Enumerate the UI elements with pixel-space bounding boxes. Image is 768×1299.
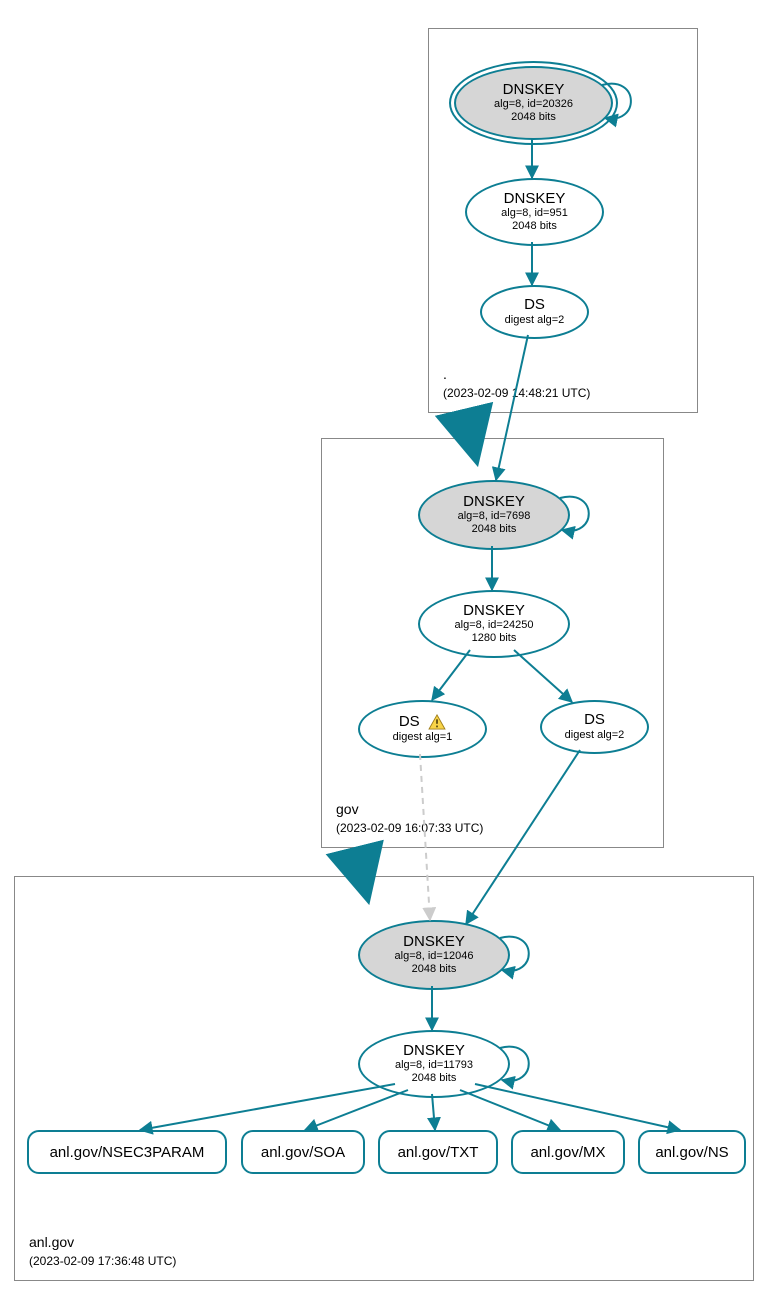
zone-gov-label: gov <box>336 801 359 817</box>
zone-root-label: . <box>443 366 447 382</box>
node-gov-ds2: DS digest alg=2 <box>540 700 649 754</box>
node-anl-ksk: DNSKEY alg=8, id=12046 2048 bits <box>358 920 510 990</box>
node-sub: alg=8, id=11793 <box>395 1059 473 1072</box>
node-sub: alg=8, id=951 <box>501 207 568 220</box>
node-sub: 2048 bits <box>412 1072 457 1085</box>
node-gov-ds1: DS digest alg=1 <box>358 700 487 758</box>
node-title: DS <box>584 712 605 729</box>
node-sub: digest alg=2 <box>505 314 565 327</box>
zone-anl-label: anl.gov <box>29 1234 74 1250</box>
node-root-zsk: DNSKEY alg=8, id=951 2048 bits <box>465 178 604 246</box>
node-sub: alg=8, id=12046 <box>395 950 474 963</box>
node-root-ds: DS digest alg=2 <box>480 285 589 339</box>
node-anl-zsk: DNSKEY alg=8, id=11793 2048 bits <box>358 1030 510 1098</box>
record-soa: anl.gov/SOA <box>241 1130 365 1174</box>
record-label: anl.gov/NS <box>655 1144 728 1161</box>
node-title: DNSKEY <box>503 82 565 99</box>
record-label: anl.gov/NSEC3PARAM <box>50 1144 205 1161</box>
node-title: DNSKEY <box>463 603 525 620</box>
record-mx: anl.gov/MX <box>511 1130 625 1174</box>
node-gov-zsk: DNSKEY alg=8, id=24250 1280 bits <box>418 590 570 658</box>
record-ns: anl.gov/NS <box>638 1130 746 1174</box>
node-root-ksk: DNSKEY alg=8, id=20326 2048 bits <box>454 66 613 140</box>
node-title: DS <box>524 297 545 314</box>
node-sub: alg=8, id=20326 <box>494 98 573 111</box>
record-label: anl.gov/TXT <box>398 1144 479 1161</box>
record-txt: anl.gov/TXT <box>378 1130 498 1174</box>
node-sub: 2048 bits <box>472 523 517 536</box>
node-sub: alg=8, id=7698 <box>458 510 531 523</box>
zone-gov-timestamp: (2023-02-09 16:07:33 UTC) <box>336 821 483 835</box>
node-sub: 2048 bits <box>412 963 457 976</box>
node-title: DNSKEY <box>403 934 465 951</box>
node-sub: digest alg=1 <box>393 731 453 744</box>
node-title: DNSKEY <box>504 191 566 208</box>
node-title: DS <box>399 713 420 730</box>
node-sub: 1280 bits <box>472 632 517 645</box>
record-nsec3param: anl.gov/NSEC3PARAM <box>27 1130 227 1174</box>
node-gov-ksk: DNSKEY alg=8, id=7698 2048 bits <box>418 480 570 550</box>
node-sub: alg=8, id=24250 <box>455 619 534 632</box>
node-sub: 2048 bits <box>511 111 556 124</box>
node-title: DNSKEY <box>463 494 525 511</box>
zone-root-timestamp: (2023-02-09 14:48:21 UTC) <box>443 386 590 400</box>
node-title: DNSKEY <box>403 1043 465 1060</box>
zone-anl-timestamp: (2023-02-09 17:36:48 UTC) <box>29 1254 176 1268</box>
warning-icon <box>428 714 446 730</box>
record-label: anl.gov/MX <box>530 1144 605 1161</box>
node-sub: digest alg=2 <box>565 729 625 742</box>
record-label: anl.gov/SOA <box>261 1144 345 1161</box>
node-sub: 2048 bits <box>512 220 557 233</box>
